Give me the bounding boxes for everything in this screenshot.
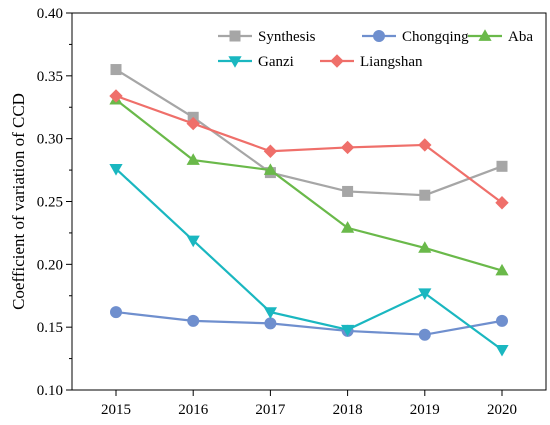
diamond-marker — [186, 116, 200, 131]
square-marker — [110, 64, 122, 76]
series-chongqing — [110, 306, 508, 341]
x-tick-label: 2016 — [178, 402, 209, 418]
series-ganzi — [109, 164, 509, 357]
y-axis-title: Coefficient of variation of CCD — [9, 93, 28, 310]
square-marker — [342, 185, 354, 197]
y-tick-label: 0.20 — [37, 257, 63, 273]
triangle-down-marker — [109, 164, 123, 176]
legend-item-aba: Aba — [468, 29, 533, 45]
square-marker — [496, 160, 508, 172]
legend-label: Chongqing — [402, 29, 469, 45]
legend-label: Liangshan — [360, 54, 423, 70]
series-line-ganzi — [115, 168, 503, 351]
diamond-marker — [263, 144, 278, 158]
circle-marker — [373, 30, 385, 42]
series-synthesis — [110, 64, 508, 201]
x-tick-label: 2020 — [487, 402, 517, 418]
x-tick-label: 2019 — [410, 402, 440, 418]
series-aba — [109, 92, 509, 276]
y-tick-label: 0.35 — [37, 69, 63, 85]
y-tick-label: 0.10 — [37, 383, 63, 399]
triangle-down-marker — [340, 324, 355, 337]
y-tick-label: 0.15 — [37, 320, 63, 336]
triangle-down-marker — [263, 307, 278, 319]
series-liangshan — [109, 89, 509, 210]
series-line-liangshan — [115, 94, 503, 204]
circle-marker — [496, 314, 508, 327]
circle-marker — [187, 314, 200, 327]
circle-marker — [418, 328, 431, 341]
y-tick-label: 0.25 — [37, 195, 63, 211]
series-line-aba — [115, 98, 503, 272]
circle-marker — [110, 306, 122, 319]
triangle-up-marker — [495, 263, 509, 276]
series-layer — [109, 64, 509, 357]
circle-marker — [264, 317, 277, 330]
triangle-up-marker — [478, 29, 492, 41]
diamond-marker — [340, 140, 355, 155]
x-axis: 2015 2016 2017 2018 2019 2020 — [101, 390, 517, 418]
diamond-marker — [330, 54, 344, 68]
triangle-up-marker — [418, 241, 432, 253]
legend-label: Aba — [508, 29, 533, 45]
x-tick-label: 2018 — [333, 402, 363, 418]
series-line-chongqing — [115, 310, 503, 336]
x-tick-label: 2015 — [101, 402, 131, 418]
triangle-up-marker — [186, 153, 200, 165]
legend: Synthesis Chongqing Aba Ganzi Liangshan — [218, 29, 533, 70]
triangle-down-marker — [495, 344, 509, 357]
triangle-up-marker — [340, 221, 355, 233]
series-line-synthesis — [115, 68, 503, 197]
y-tick-label: 0.30 — [37, 132, 63, 148]
diamond-marker — [109, 89, 123, 103]
plot-area — [71, 12, 547, 391]
legend-item-synthesis: Synthesis — [218, 29, 316, 45]
y-axis: 0.10 0.15 0.20 0.25 0.30 0.35 0.40 — [37, 6, 72, 399]
square-marker — [229, 30, 241, 42]
square-marker — [419, 189, 431, 201]
triangle-down-marker — [186, 235, 200, 248]
triangle-down-marker — [418, 288, 432, 300]
diamond-marker — [418, 138, 432, 152]
legend-item-liangshan: Liangshan — [320, 54, 423, 70]
legend-label: Ganzi — [258, 54, 294, 70]
plot-frame — [71, 12, 547, 391]
legend-label: Synthesis — [258, 29, 316, 45]
x-tick-label: 2017 — [255, 402, 286, 418]
legend-item-ganzi: Ganzi — [218, 54, 294, 70]
legend-item-chongqing: Chongqing — [362, 29, 469, 45]
y-tick-label: 0.40 — [37, 6, 63, 22]
diamond-marker — [495, 196, 509, 210]
triangle-up-marker — [263, 163, 278, 175]
triangle-down-marker — [228, 56, 242, 68]
